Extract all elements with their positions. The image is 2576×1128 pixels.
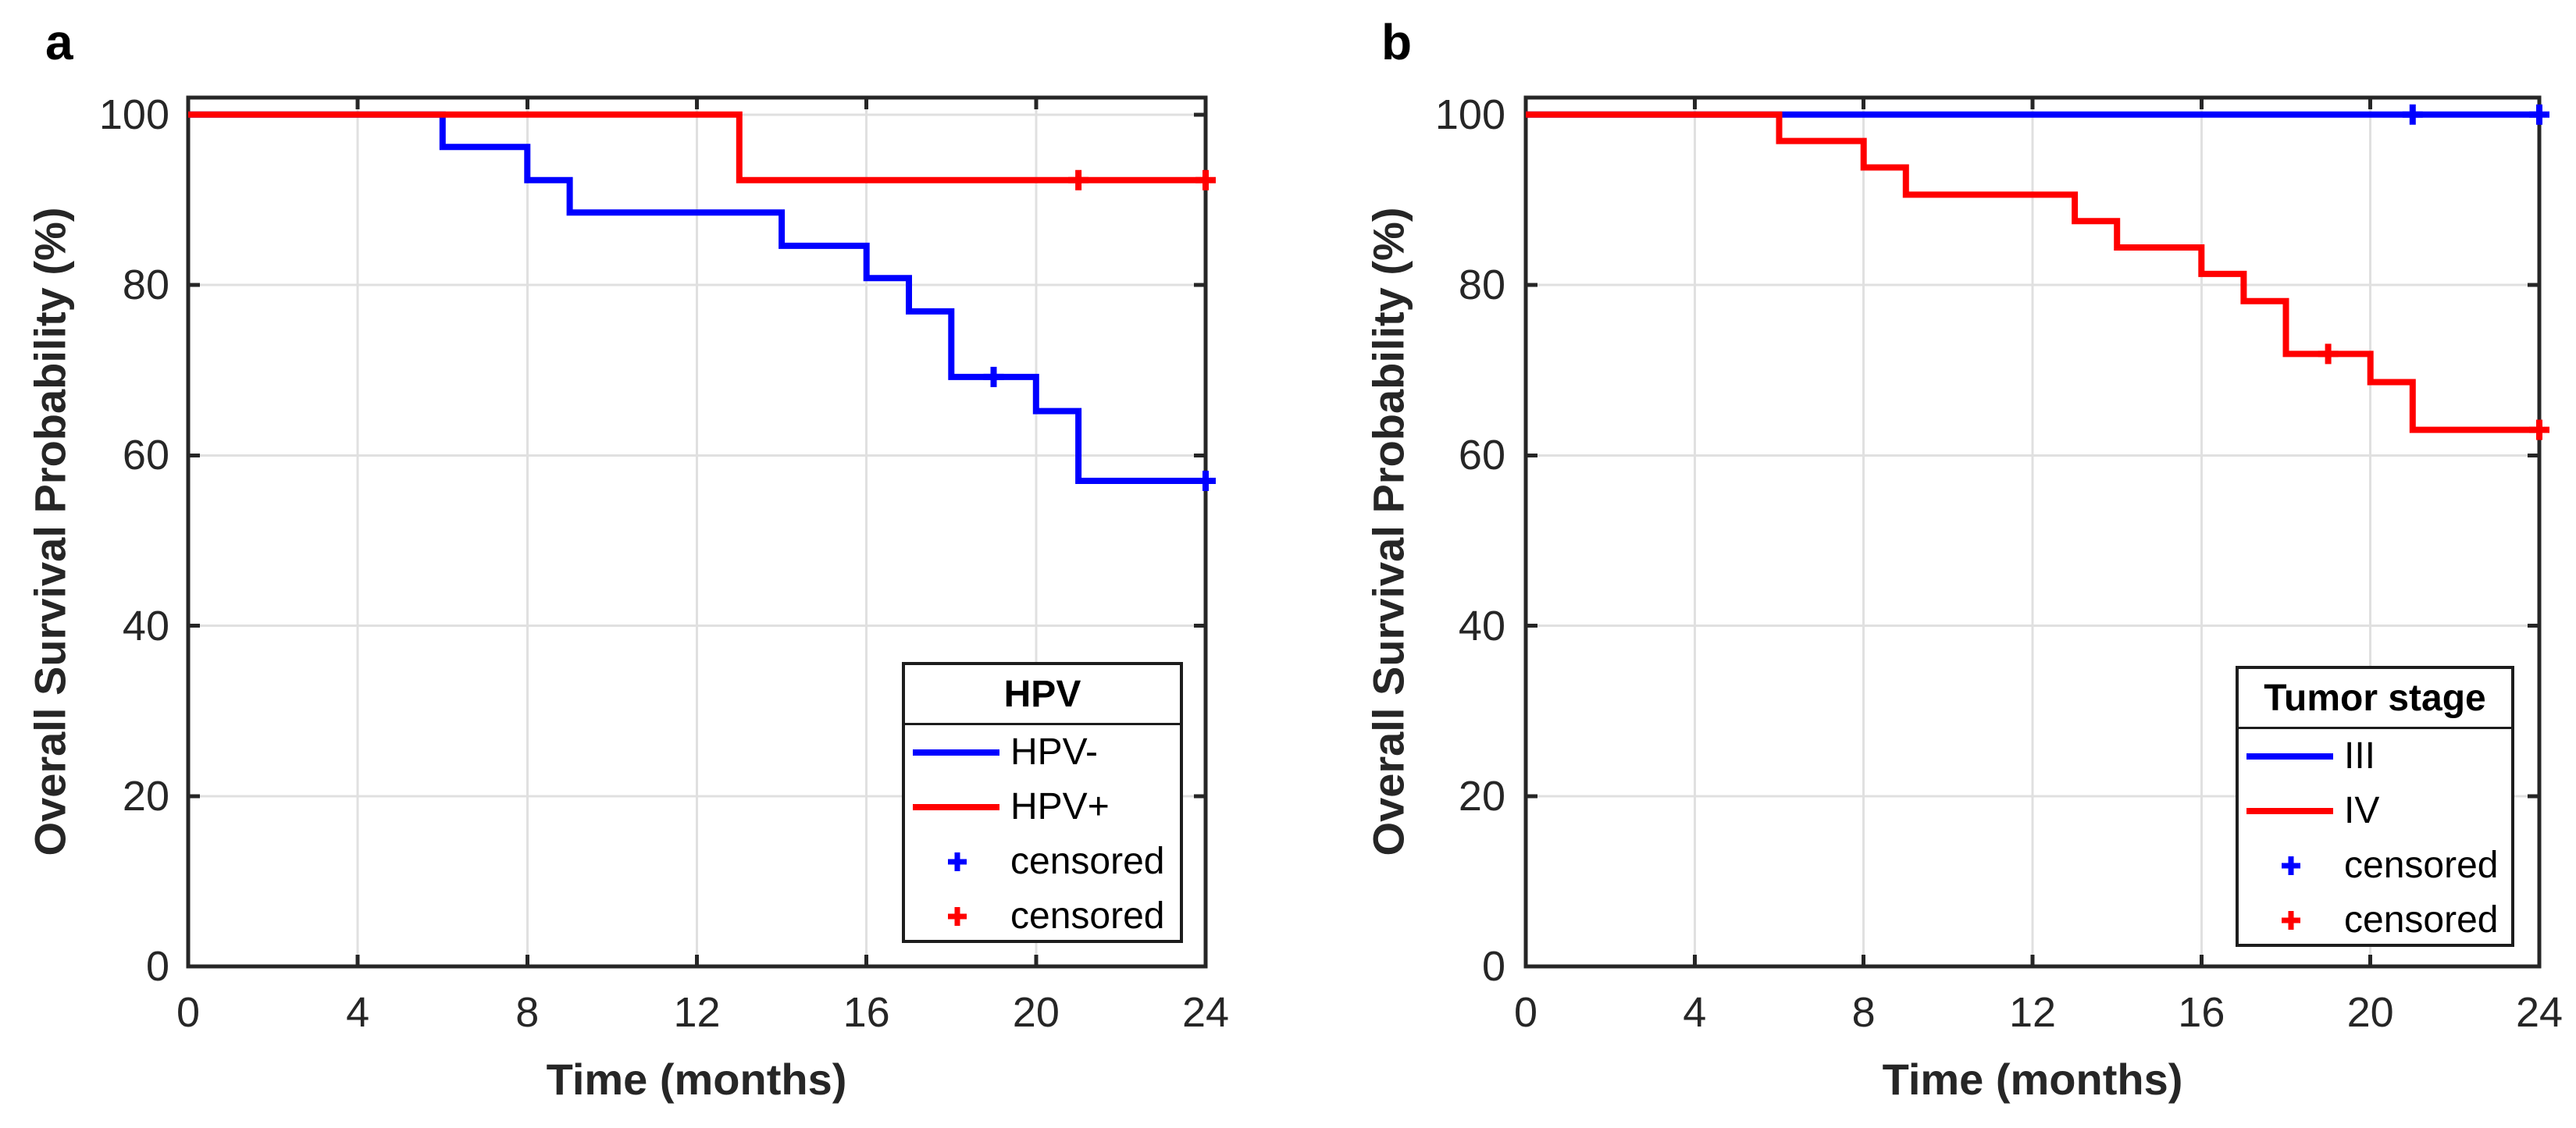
x-tick-label-4: 4 (1683, 989, 1707, 1036)
y-axis-label: Overall Survival Probability (%) (1363, 207, 1413, 856)
y-tick-label-80: 80 (122, 262, 169, 309)
y-tick-label-100: 100 (98, 91, 169, 138)
legend-rows: III IV censored censored (2239, 729, 2511, 948)
censored-mark-iii (2402, 104, 2423, 125)
legend-label: censored (2344, 845, 2499, 886)
x-tick-label-8: 8 (1851, 989, 1876, 1036)
y-tick-label-0: 0 (145, 943, 169, 990)
legend-item-hpv-: HPV- (905, 725, 1180, 780)
legend-censored-sample (913, 852, 1001, 872)
plot-border (186, 95, 1208, 969)
x-tick-label-12: 12 (2008, 989, 2057, 1036)
legend-label: censored (1010, 895, 1165, 937)
survival-curve-hpv (188, 111, 1206, 183)
legend-item-censored-blue: censored (2239, 838, 2511, 893)
censored-mark-hpv (1195, 169, 1216, 190)
x-tick-label-0: 0 (1513, 989, 1538, 1036)
line-swatch (913, 804, 999, 810)
plus-icon (948, 852, 967, 871)
x-axis-label: Time (months) (1882, 1055, 2183, 1104)
x-tick-label-0: 0 (176, 989, 201, 1036)
legend-item-iv: IV (2239, 784, 2511, 838)
line-swatch (913, 749, 999, 756)
legend-label: HPV- (1010, 731, 1099, 773)
legend-censored-sample (2246, 856, 2335, 876)
gridlines (188, 98, 1206, 966)
legend-item-censored-blue: censored (905, 834, 1180, 889)
censored-mark-hpv (983, 366, 1004, 387)
legend-line-sample (913, 804, 1001, 810)
legend-censored-sample (913, 906, 1001, 927)
panel-a-plot (186, 95, 1216, 969)
survival-curve-iv (1526, 111, 2539, 433)
legend-label: censored (2344, 899, 2499, 941)
y-tick-label-80: 80 (1458, 262, 1505, 309)
legend-label: IV (2344, 790, 2380, 831)
legend-item-hpv-: HPV+ (905, 780, 1180, 834)
panel-letter-b: b (1381, 14, 1413, 70)
legend-label: HPV+ (1010, 786, 1110, 827)
censored-mark-iv (2529, 419, 2549, 440)
y-tick-label-100: 100 (1434, 91, 1505, 138)
line-swatch (2246, 753, 2333, 760)
y-tick-label-20: 20 (1458, 772, 1505, 820)
plus-icon (2282, 911, 2300, 930)
survival-curve-hpv (188, 111, 1206, 484)
x-tick-label-24: 24 (2515, 989, 2564, 1036)
line-swatch (2246, 808, 2333, 814)
x-tick-label-12: 12 (673, 989, 721, 1036)
legend-item-iii: III (2239, 729, 2511, 784)
censored-mark-hpv (1068, 169, 1089, 190)
legend-item-censored-red: censored (905, 889, 1180, 944)
x-tick-label-16: 16 (2178, 989, 2225, 1036)
legend-label: III (2344, 735, 2376, 777)
censored-mark-iii (2529, 104, 2549, 125)
y-axis-label: Overall Survival Probability (%) (25, 207, 75, 856)
legend-line-sample (913, 749, 1001, 756)
panel-letter-a: a (45, 14, 73, 70)
legend: HPV HPV- HPV+ censored censored (902, 662, 1183, 943)
x-tick-label-8: 8 (515, 989, 540, 1036)
panel-b-plot (1523, 95, 2549, 969)
x-tick-label-20: 20 (1012, 989, 1060, 1036)
x-tick-label-20: 20 (2346, 989, 2394, 1036)
censored-mark-hpv (1195, 471, 1216, 491)
y-tick-label-0: 0 (1481, 943, 1505, 990)
legend-line-sample (2246, 753, 2335, 760)
plus-icon (948, 907, 967, 926)
y-tick-label-60: 60 (122, 432, 169, 479)
plot-border (1523, 95, 2542, 969)
y-tick-label-40: 40 (1458, 602, 1505, 649)
legend-censored-sample (2246, 910, 2335, 931)
legend-line-sample (2246, 808, 2335, 814)
legend-label: censored (1010, 841, 1165, 882)
x-tick-label-24: 24 (1181, 989, 1230, 1036)
legend-item-censored-red: censored (2239, 893, 2511, 948)
x-tick-label-4: 4 (346, 989, 370, 1036)
x-tick-label-16: 16 (843, 989, 890, 1036)
legend-rows: HPV- HPV+ censored censored (905, 725, 1180, 944)
x-axis-label: Time (months) (546, 1055, 847, 1104)
censored-mark-iv (2318, 343, 2339, 365)
y-tick-label-60: 60 (1458, 432, 1505, 479)
legend-title: Tumor stage (2239, 669, 2511, 729)
legend-title: HPV (905, 665, 1180, 725)
legend: Tumor stage III IV censored censored (2236, 666, 2514, 947)
y-tick-label-20: 20 (122, 772, 169, 820)
plus-icon (2282, 856, 2300, 875)
y-tick-label-40: 40 (122, 602, 169, 649)
